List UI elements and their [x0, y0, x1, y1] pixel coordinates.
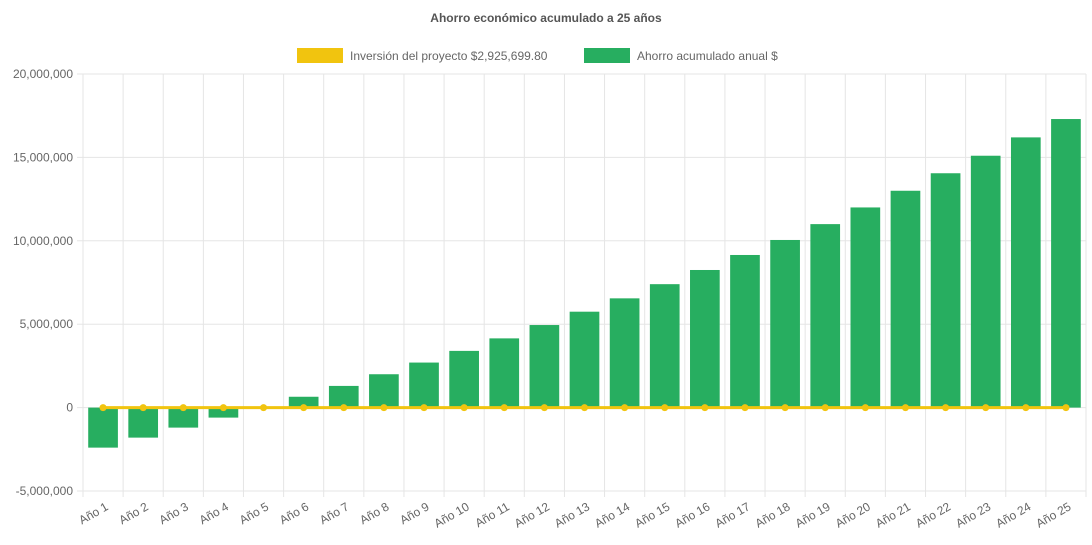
- bar: [369, 374, 399, 408]
- line-point: [139, 404, 147, 412]
- bar: [288, 396, 319, 408]
- x-tick-label: Año 11: [473, 499, 512, 530]
- line-point: [219, 404, 227, 412]
- line-point: [821, 404, 829, 412]
- bar: [730, 254, 760, 408]
- x-axis: Año 1 Año 2 Año 3 Año 4 Año 5 Año 6 Año 7 Año 8…: [76, 499, 1073, 530]
- line-point: [460, 404, 468, 412]
- x-tick-label: Año 4: [197, 499, 231, 527]
- bar: [128, 407, 159, 438]
- line-point: [300, 404, 308, 412]
- line-point: [982, 404, 990, 412]
- line-point: [701, 404, 709, 412]
- grid: [77, 73, 1087, 497]
- legend-label: Ahorro acumulado anual $: [637, 49, 778, 63]
- bar: [529, 325, 560, 408]
- line-point: [942, 404, 950, 412]
- bar: [690, 269, 720, 408]
- bar: [449, 350, 479, 408]
- x-tick-label: Año 22: [913, 499, 953, 530]
- line-point: [741, 404, 749, 412]
- line-point: [621, 404, 629, 412]
- x-tick-label: Año 15: [632, 499, 672, 530]
- line-series: [99, 404, 1070, 412]
- bar: [810, 224, 841, 408]
- x-tick-label: Año 14: [592, 499, 632, 530]
- legend-swatch: [297, 48, 343, 63]
- x-tick-label: Año 1: [76, 499, 110, 527]
- x-tick-label: Año 23: [953, 499, 993, 530]
- x-tick-label: Año 17: [713, 499, 753, 530]
- x-tick-label: Año 5: [237, 499, 271, 527]
- bar: [168, 407, 199, 428]
- bar: [770, 239, 800, 408]
- bars: [88, 119, 1081, 448]
- bar: [208, 407, 239, 418]
- bar: [1051, 119, 1081, 408]
- line-point: [420, 404, 428, 412]
- bar: [930, 173, 961, 408]
- y-tick-label: -5,000,000: [16, 484, 74, 498]
- x-tick-label: Año 19: [793, 499, 833, 530]
- x-tick-label: Año 3: [157, 499, 191, 527]
- line-point: [901, 404, 909, 412]
- line-point: [781, 404, 789, 412]
- line-point: [340, 404, 348, 412]
- bar: [569, 311, 600, 408]
- x-tick-label: Año 16: [672, 499, 712, 530]
- y-axis: -5,000,000 0 5,000,000 10,000,000 15,000,000…: [13, 67, 73, 498]
- line-point: [1062, 404, 1070, 412]
- bar: [890, 190, 921, 408]
- x-tick-label: Año 12: [512, 499, 552, 530]
- y-tick-label: 20,000,000: [13, 67, 73, 81]
- chart-title: Ahorro económico acumulado a 25 años: [430, 11, 662, 25]
- x-tick-label: Año 24: [993, 499, 1033, 530]
- x-tick-label: Año 2: [117, 499, 151, 527]
- x-tick-label: Año 18: [753, 499, 793, 530]
- bar: [649, 284, 680, 408]
- y-tick-label: 10,000,000: [13, 234, 73, 248]
- bar: [328, 385, 359, 408]
- line-point: [661, 404, 669, 412]
- line-point: [179, 404, 187, 412]
- bar: [1010, 137, 1041, 408]
- x-tick-label: Año 6: [277, 499, 311, 527]
- bar: [970, 155, 1001, 408]
- x-tick-label: Año 20: [833, 499, 873, 530]
- y-tick-label: 15,000,000: [13, 150, 73, 164]
- x-tick-label: Año 8: [357, 499, 391, 527]
- bar: [609, 298, 640, 408]
- y-tick-label: 0: [66, 401, 73, 415]
- bar: [489, 338, 520, 408]
- legend-swatch: [584, 48, 630, 63]
- x-tick-label: Año 7: [317, 499, 351, 527]
- line-point: [1022, 404, 1030, 412]
- bar: [850, 207, 881, 408]
- legend-label: Inversión del proyecto $2,925,699.80: [350, 49, 548, 63]
- line-point: [540, 404, 548, 412]
- legend: Inversión del proyecto $2,925,699.80 Ahor…: [297, 48, 778, 63]
- x-tick-label: Año 25: [1033, 499, 1073, 530]
- x-tick-label: Año 21: [873, 499, 913, 530]
- x-tick-label: Año 10: [432, 499, 472, 530]
- bar: [88, 407, 118, 448]
- line-point: [581, 404, 588, 412]
- line-point: [500, 404, 508, 412]
- x-tick-label: Año 9: [397, 499, 431, 527]
- line-point: [99, 404, 107, 412]
- line-point: [260, 404, 268, 412]
- y-tick-label: 5,000,000: [20, 317, 74, 331]
- line-point: [380, 404, 388, 412]
- x-tick-label: Año 13: [552, 499, 592, 530]
- bar: [409, 362, 439, 408]
- line-point: [861, 404, 869, 412]
